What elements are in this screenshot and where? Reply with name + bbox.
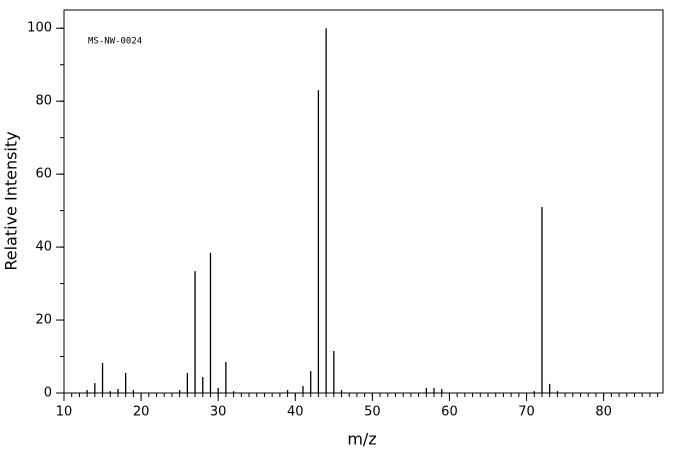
y-tick-label: 0 (44, 386, 52, 401)
x-tick-label: 60 (441, 405, 458, 420)
y-tick-label: 60 (35, 167, 52, 182)
x-tick-label: 20 (133, 405, 150, 420)
x-tick-label: 50 (364, 405, 381, 420)
annotation: MS-NW-0024 (88, 37, 142, 47)
y-tick-label: 80 (35, 94, 52, 109)
x-tick-label: 10 (56, 405, 73, 420)
y-tick-label: 20 (35, 313, 52, 328)
x-tick-label: 40 (287, 405, 304, 420)
x-axis-label: m/z (347, 430, 376, 449)
x-tick-label: 70 (518, 405, 535, 420)
y-axis-label: Relative Intensity (2, 131, 21, 270)
x-tick-label: 30 (210, 405, 227, 420)
y-tick-label: 40 (35, 240, 52, 255)
y-tick-label: 100 (27, 21, 52, 36)
plot-frame (63, 9, 664, 394)
x-tick-label: 80 (595, 405, 612, 420)
